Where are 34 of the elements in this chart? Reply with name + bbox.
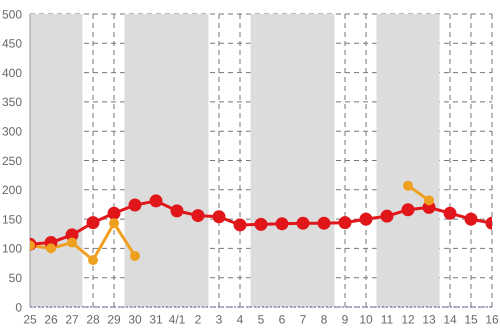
x-tick-label: 5 [258, 312, 265, 327]
x-tick-label: 25 [23, 312, 37, 327]
x-tick-label: 4 [236, 312, 244, 327]
y-tick-label: 450 [2, 36, 22, 51]
x-tick-label: 9 [342, 312, 349, 327]
x-tick-label: 30 [128, 312, 142, 327]
y-tick-label: 50 [8, 270, 22, 285]
y-tick-label: 400 [2, 66, 22, 80]
x-tick-label: 13 [422, 312, 436, 327]
x-tick-label: 6 [278, 312, 286, 327]
y-tick-label: 250 [2, 154, 22, 168]
x-tick-label: 15 [464, 312, 478, 327]
y-tick-label: 150 [2, 212, 22, 226]
x-tick-label: 4/1 [168, 312, 186, 327]
y-tick-label: 500 [2, 7, 22, 22]
x-tick-label: 10 [359, 312, 373, 327]
x-tick-label: 3 [216, 312, 223, 327]
x-tick-label: 16 [485, 312, 499, 327]
y-tick-label: 200 [2, 183, 22, 198]
x-tick-label: 31 [149, 312, 163, 327]
x-tick-label: 8 [320, 312, 328, 327]
y-tick-label: 350 [2, 95, 22, 110]
x-tick-label: 26 [44, 312, 58, 327]
x-tick-label: 27 [65, 312, 79, 327]
y-tick-label: 0 [15, 300, 22, 314]
y-tick-label: 300 [2, 124, 22, 138]
x-tick-label: 7 [300, 312, 307, 327]
y-tick-label: 100 [2, 242, 22, 256]
x-tick-label: 14 [443, 312, 457, 327]
x-tick-label: 29 [107, 312, 121, 327]
x-tick-label: 28 [86, 312, 100, 327]
x-tick-label: 12 [401, 312, 415, 327]
x-tick-label: 11 [380, 312, 394, 327]
x-tick-label: 2 [194, 312, 202, 327]
